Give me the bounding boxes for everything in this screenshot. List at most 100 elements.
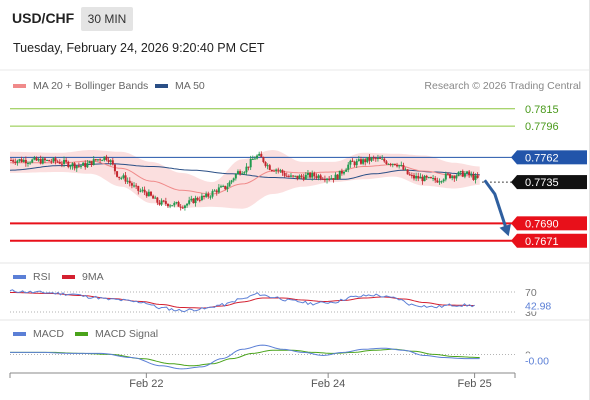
candle-body (459, 171, 462, 173)
candle-body (258, 153, 261, 156)
candle-body (71, 163, 74, 167)
macd-line (10, 344, 480, 370)
candle-body (116, 171, 119, 177)
candle-body (14, 161, 17, 163)
candle-body (215, 190, 218, 193)
candle-body (421, 176, 424, 182)
level-tag-0.7690 (517, 216, 587, 231)
candle-body (476, 175, 479, 178)
candle-body (425, 175, 428, 178)
x-tick-label: Feb 22 (129, 378, 163, 390)
candle-body (317, 175, 320, 178)
level-label-0.7690: 0.7690 (525, 218, 559, 230)
level-tag-pointer-0.7735 (511, 175, 517, 190)
level-tag-0.7671 (517, 233, 587, 248)
macd-value-tag (521, 353, 557, 367)
candle-body (429, 177, 432, 179)
candle-body (60, 163, 63, 165)
candle-body (287, 175, 290, 177)
candle-body (262, 157, 265, 163)
candle-body (440, 181, 443, 183)
candle-body (319, 175, 322, 179)
candle-body (241, 173, 244, 175)
legend-macd-signal-label: MACD Signal (95, 328, 159, 340)
candle-body (353, 161, 356, 166)
candle-body (470, 174, 473, 176)
legend-rsi-swatch (13, 275, 26, 279)
candle-body (222, 185, 225, 187)
candle-body (149, 191, 152, 196)
bollinger-band (10, 150, 480, 209)
candle-body (29, 162, 32, 164)
candle-body (328, 178, 331, 180)
candle-body (52, 158, 55, 162)
candle-body (466, 171, 469, 174)
candle-body (158, 202, 161, 205)
candle-body (472, 174, 475, 180)
rsi-tick-label-30: 30 (525, 307, 537, 319)
candle-body (393, 163, 396, 166)
candle-body (434, 178, 437, 181)
candle-body (432, 178, 435, 180)
candle-body (107, 159, 110, 162)
candle-body (442, 179, 445, 182)
candle-body (264, 162, 267, 166)
candles (10, 151, 479, 211)
candle-body (77, 165, 80, 167)
candle-body (304, 174, 307, 180)
level-label-0.7815: 0.7815 (525, 104, 559, 116)
candle-body (277, 169, 280, 171)
candle-body (436, 180, 439, 183)
candle-body (343, 171, 346, 174)
candle-body (198, 199, 201, 201)
timeframe-button[interactable]: 30 MIN (81, 7, 133, 31)
candle-body (75, 165, 78, 169)
candle-body (92, 159, 95, 166)
candle-body (423, 175, 426, 182)
candle-body (245, 166, 248, 173)
candle-body (80, 165, 83, 167)
credit-text: Research © 2026 Trading Central (424, 80, 581, 92)
candle-body (50, 161, 53, 163)
candle-body (359, 159, 362, 164)
candle-body (345, 169, 348, 172)
candle-body (374, 157, 377, 159)
candle-body (406, 169, 409, 175)
candle-body (186, 203, 189, 206)
candle-body (389, 163, 392, 165)
candle-body (253, 158, 256, 160)
candle-body (118, 176, 121, 178)
candle-body (292, 175, 295, 177)
legend-macd-signal-swatch (75, 332, 88, 336)
candle-body (315, 176, 318, 178)
candle-body (188, 200, 191, 204)
candle-body (230, 180, 233, 183)
legend-rsi-ma-label: 9MA (82, 271, 104, 283)
candle-body (43, 158, 46, 161)
candle-body (463, 173, 466, 177)
candle-body (147, 191, 150, 197)
candle-body (321, 178, 324, 180)
candle-body (461, 171, 464, 177)
candle-body (65, 159, 68, 162)
candle-body (383, 158, 386, 162)
candle-body (181, 207, 184, 209)
legend-macd-swatch (13, 332, 26, 336)
candle-body (166, 203, 169, 207)
candle-body (349, 160, 352, 165)
candle-body (372, 157, 375, 159)
candle-body (120, 177, 123, 179)
candle-body (173, 202, 176, 206)
candle-body (111, 160, 114, 165)
candle-body (207, 193, 210, 197)
candle-body (171, 205, 174, 207)
candle-body (154, 197, 157, 199)
candle-body (224, 185, 227, 190)
candle-body (145, 192, 148, 197)
candle-body (273, 170, 276, 172)
candle-body (94, 159, 97, 161)
candle-body (474, 175, 477, 180)
candle-body (326, 178, 329, 181)
chart-datetime: Tuesday, February 24, 2026 9:20:40 PM CE… (13, 41, 265, 55)
